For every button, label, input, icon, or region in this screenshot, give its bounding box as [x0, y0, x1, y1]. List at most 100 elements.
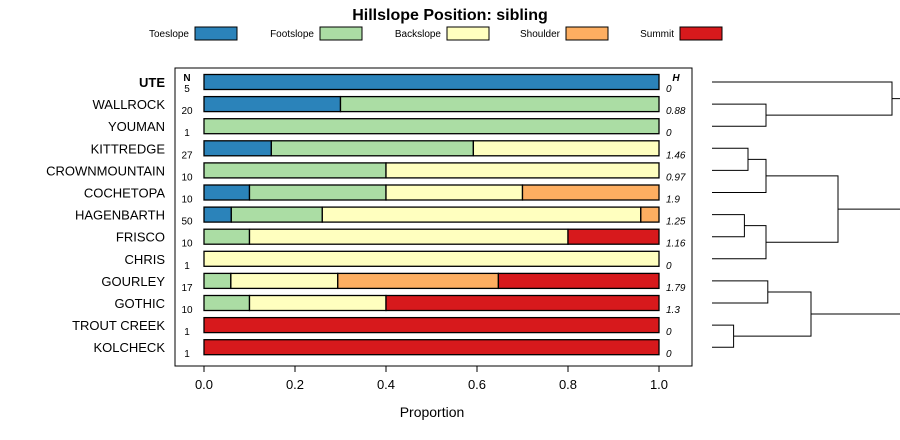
bar-segment-footslope [270, 140, 475, 157]
x-tick-label: 1.0 [650, 377, 668, 392]
row-h-value: 1.3 [666, 305, 680, 316]
dendrogram-branch [712, 280, 769, 304]
bar-segment-shoulder [640, 206, 660, 223]
x-tick-label: 0.8 [559, 377, 577, 392]
bar-segment-backslope [472, 140, 660, 157]
row-kolcheck: KOLCHECK 1 0 [93, 339, 672, 360]
bar-segment-backslope [385, 184, 524, 201]
row-h-value: 0.88 [666, 106, 686, 117]
row-label: CHRIS [125, 252, 166, 267]
row-h-value: 0 [666, 327, 672, 338]
row-gourley: GOURLEY 17 1.79 [101, 272, 686, 294]
legend-swatch-summit [679, 26, 723, 41]
bar-segment-backslope [230, 272, 339, 290]
dendrogram [712, 81, 900, 348]
row-frisco: FRISCO 10 1.16 [116, 228, 686, 250]
row-n-count: 17 [181, 283, 193, 294]
bar-segment-backslope [248, 228, 569, 245]
bar-segment-toeslope [203, 184, 251, 201]
row-label: KITTREDGE [91, 141, 166, 156]
row-label: UTE [139, 75, 165, 90]
dendrogram-branch [838, 98, 900, 210]
row-hagenbarth: HAGENBARTH 50 1.25 [75, 206, 686, 228]
bar-segment-footslope [230, 206, 323, 223]
row-label: COCHETOPA [84, 186, 165, 201]
x-tick-label: 0.2 [286, 377, 304, 392]
x-tick-label: 0.0 [195, 377, 213, 392]
chart-title: Hillslope Position: sibling [352, 7, 548, 24]
row-n-count: 10 [181, 305, 193, 316]
bar-segment-toeslope [203, 140, 272, 157]
row-h-value: 0 [666, 261, 672, 272]
bar-segment-shoulder [521, 184, 660, 201]
legend-swatch-shoulder [565, 26, 609, 41]
n-column-header: N [183, 73, 190, 84]
row-trout-creek: TROUT CREEK 1 0 [72, 316, 672, 338]
row-h-value: 1.46 [666, 150, 686, 161]
dendrogram-branch [712, 214, 745, 238]
row-h-value: 0 [666, 128, 672, 139]
bar-segment-shoulder [337, 272, 500, 290]
legend: Toeslope Footslope Backslope Shoulder Summit [149, 26, 723, 41]
bar-segment-footslope [203, 272, 232, 290]
row-n-count: 1 [184, 349, 190, 360]
dendrogram-branch [712, 147, 749, 171]
dendrogram-branch [712, 81, 893, 116]
plot-frame [174, 67, 693, 367]
bar-segment-footslope [203, 228, 251, 245]
x-tick-label: 0.6 [468, 377, 486, 392]
bar-segment-summit [203, 316, 660, 334]
legend-label-footslope: Footslope [270, 29, 314, 40]
row-label: WALLROCK [93, 97, 166, 112]
dendrogram-branch [766, 175, 839, 243]
dendrogram-branch [733, 291, 812, 337]
row-n-count: 50 [181, 217, 193, 228]
bar-segment-backslope [248, 294, 387, 312]
bar-segment-summit [203, 339, 660, 356]
row-label: FRISCO [116, 230, 165, 245]
bar-segment-backslope [321, 206, 642, 223]
legend-swatch-footslope [319, 26, 363, 41]
dendrogram-branch [712, 158, 767, 193]
x-axis: 0.0 0.2 0.4 0.6 0.8 1.0 [195, 366, 668, 392]
bar-segment-footslope [203, 162, 387, 179]
row-h-value: 0.97 [666, 172, 686, 183]
bar-segment-summit [497, 272, 660, 290]
bar-segment-toeslope [203, 73, 660, 91]
legend-swatch-toeslope [194, 26, 238, 41]
row-h-value: 1.25 [666, 217, 686, 228]
row-h-value: 1.79 [666, 283, 686, 294]
legend-label-summit: Summit [640, 29, 674, 40]
dendrogram-branch [712, 225, 767, 260]
row-n-count: 10 [181, 239, 193, 250]
bar-segment-footslope [203, 294, 251, 312]
bar-segment-summit [385, 294, 660, 312]
row-youman: YOUMAN 1 0 [108, 118, 672, 139]
row-label: GOTHIC [114, 296, 165, 311]
row-n-count: 27 [181, 150, 193, 161]
row-label: GOURLEY [101, 274, 165, 289]
row-n-count: 20 [181, 106, 193, 117]
row-ute: UTE 5 0 [139, 73, 672, 95]
row-chris: CHRIS 1 0 [125, 250, 672, 272]
bar-segment-summit [567, 228, 660, 245]
row-label: KOLCHECK [93, 340, 165, 355]
row-gothic: GOTHIC 10 1.3 [114, 294, 680, 316]
x-axis-label: Proportion [400, 404, 465, 420]
row-n-count: 10 [181, 195, 193, 206]
bar-segment-backslope [385, 162, 660, 179]
dendrogram-branch [811, 313, 900, 315]
row-wallrock: WALLROCK 20 0.88 [93, 95, 686, 117]
legend-label-backslope: Backslope [395, 29, 442, 40]
dendrogram-branch [712, 103, 767, 127]
row-label: YOUMAN [108, 119, 165, 134]
bar-segment-footslope [203, 118, 660, 135]
row-h-value: 1.16 [666, 239, 686, 250]
bar-segment-footslope [339, 95, 660, 113]
x-tick-label: 0.4 [377, 377, 395, 392]
row-n-count: 5 [184, 84, 190, 95]
legend-label-toeslope: Toeslope [149, 29, 189, 40]
row-n-count: 10 [181, 172, 193, 183]
